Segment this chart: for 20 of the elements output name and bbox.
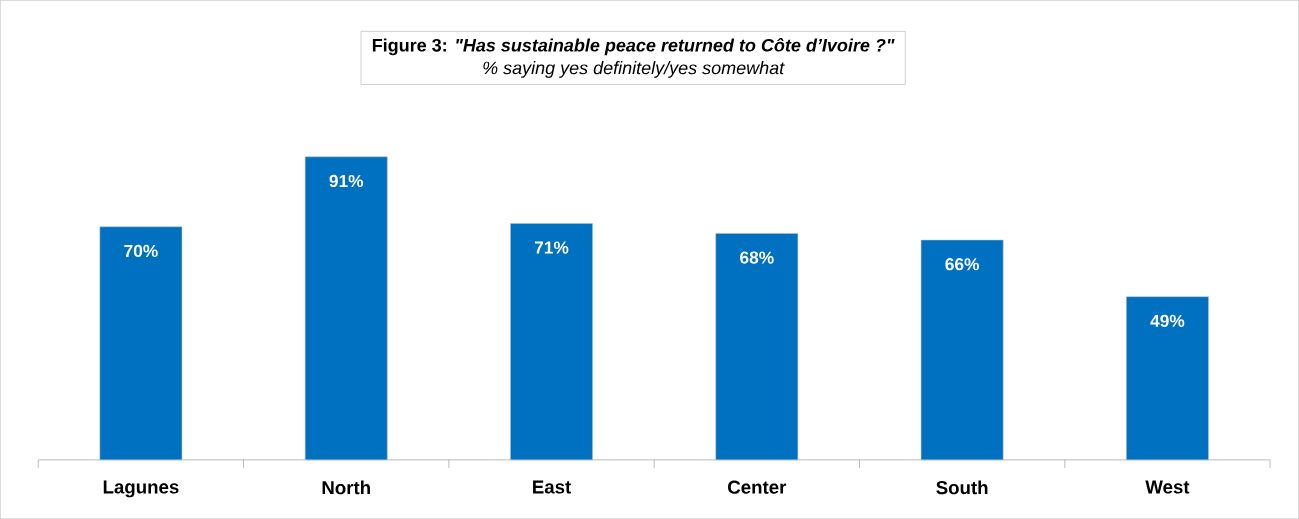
bar bbox=[715, 233, 799, 461]
data-label: 49% bbox=[1150, 314, 1185, 327]
x-tick-label: South bbox=[936, 480, 988, 495]
bar bbox=[920, 239, 1004, 461]
x-tick-label: Center bbox=[728, 480, 787, 494]
data-label: 68% bbox=[740, 251, 774, 264]
chart-title: Figure 3: "Has sustainable peace returned to Côte d’Ivoire ?" bbox=[372, 37, 895, 56]
x-tick-label: Lagunes bbox=[103, 480, 179, 498]
x-tick-label: West bbox=[1145, 480, 1190, 494]
bar bbox=[99, 226, 183, 461]
chart-subtitle: % saying yes definitely/yes somewhat bbox=[483, 61, 785, 78]
bar bbox=[304, 156, 388, 461]
bar bbox=[1126, 296, 1209, 461]
data-label: 91% bbox=[329, 174, 364, 188]
data-label: 66% bbox=[945, 258, 979, 271]
x-tick-label: North bbox=[322, 480, 370, 495]
bar bbox=[510, 223, 593, 461]
data-label: 70% bbox=[124, 244, 158, 257]
data-label: 71% bbox=[534, 241, 569, 254]
x-tick-label: East bbox=[533, 480, 571, 494]
